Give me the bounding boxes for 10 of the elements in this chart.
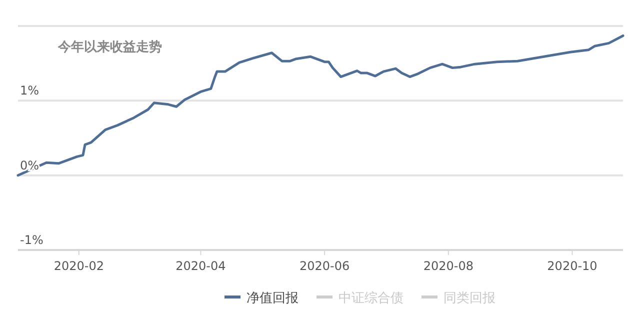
y-tick-label: 0% [20, 158, 40, 172]
y-tick-label: -1% [20, 233, 44, 247]
x-tick-label: 2020-02 [54, 259, 104, 273]
x-tick-label: 2020-06 [299, 259, 350, 273]
text: 今年以来收益走势 [57, 39, 162, 55]
x-tick-label: 2020-08 [423, 259, 474, 273]
x-tick-label: 2020-10 [547, 259, 598, 273]
legend-label: 净值回报 [246, 291, 298, 306]
x-tick-label: 2020-04 [176, 259, 226, 273]
y-tick-label: 1% [20, 84, 40, 98]
